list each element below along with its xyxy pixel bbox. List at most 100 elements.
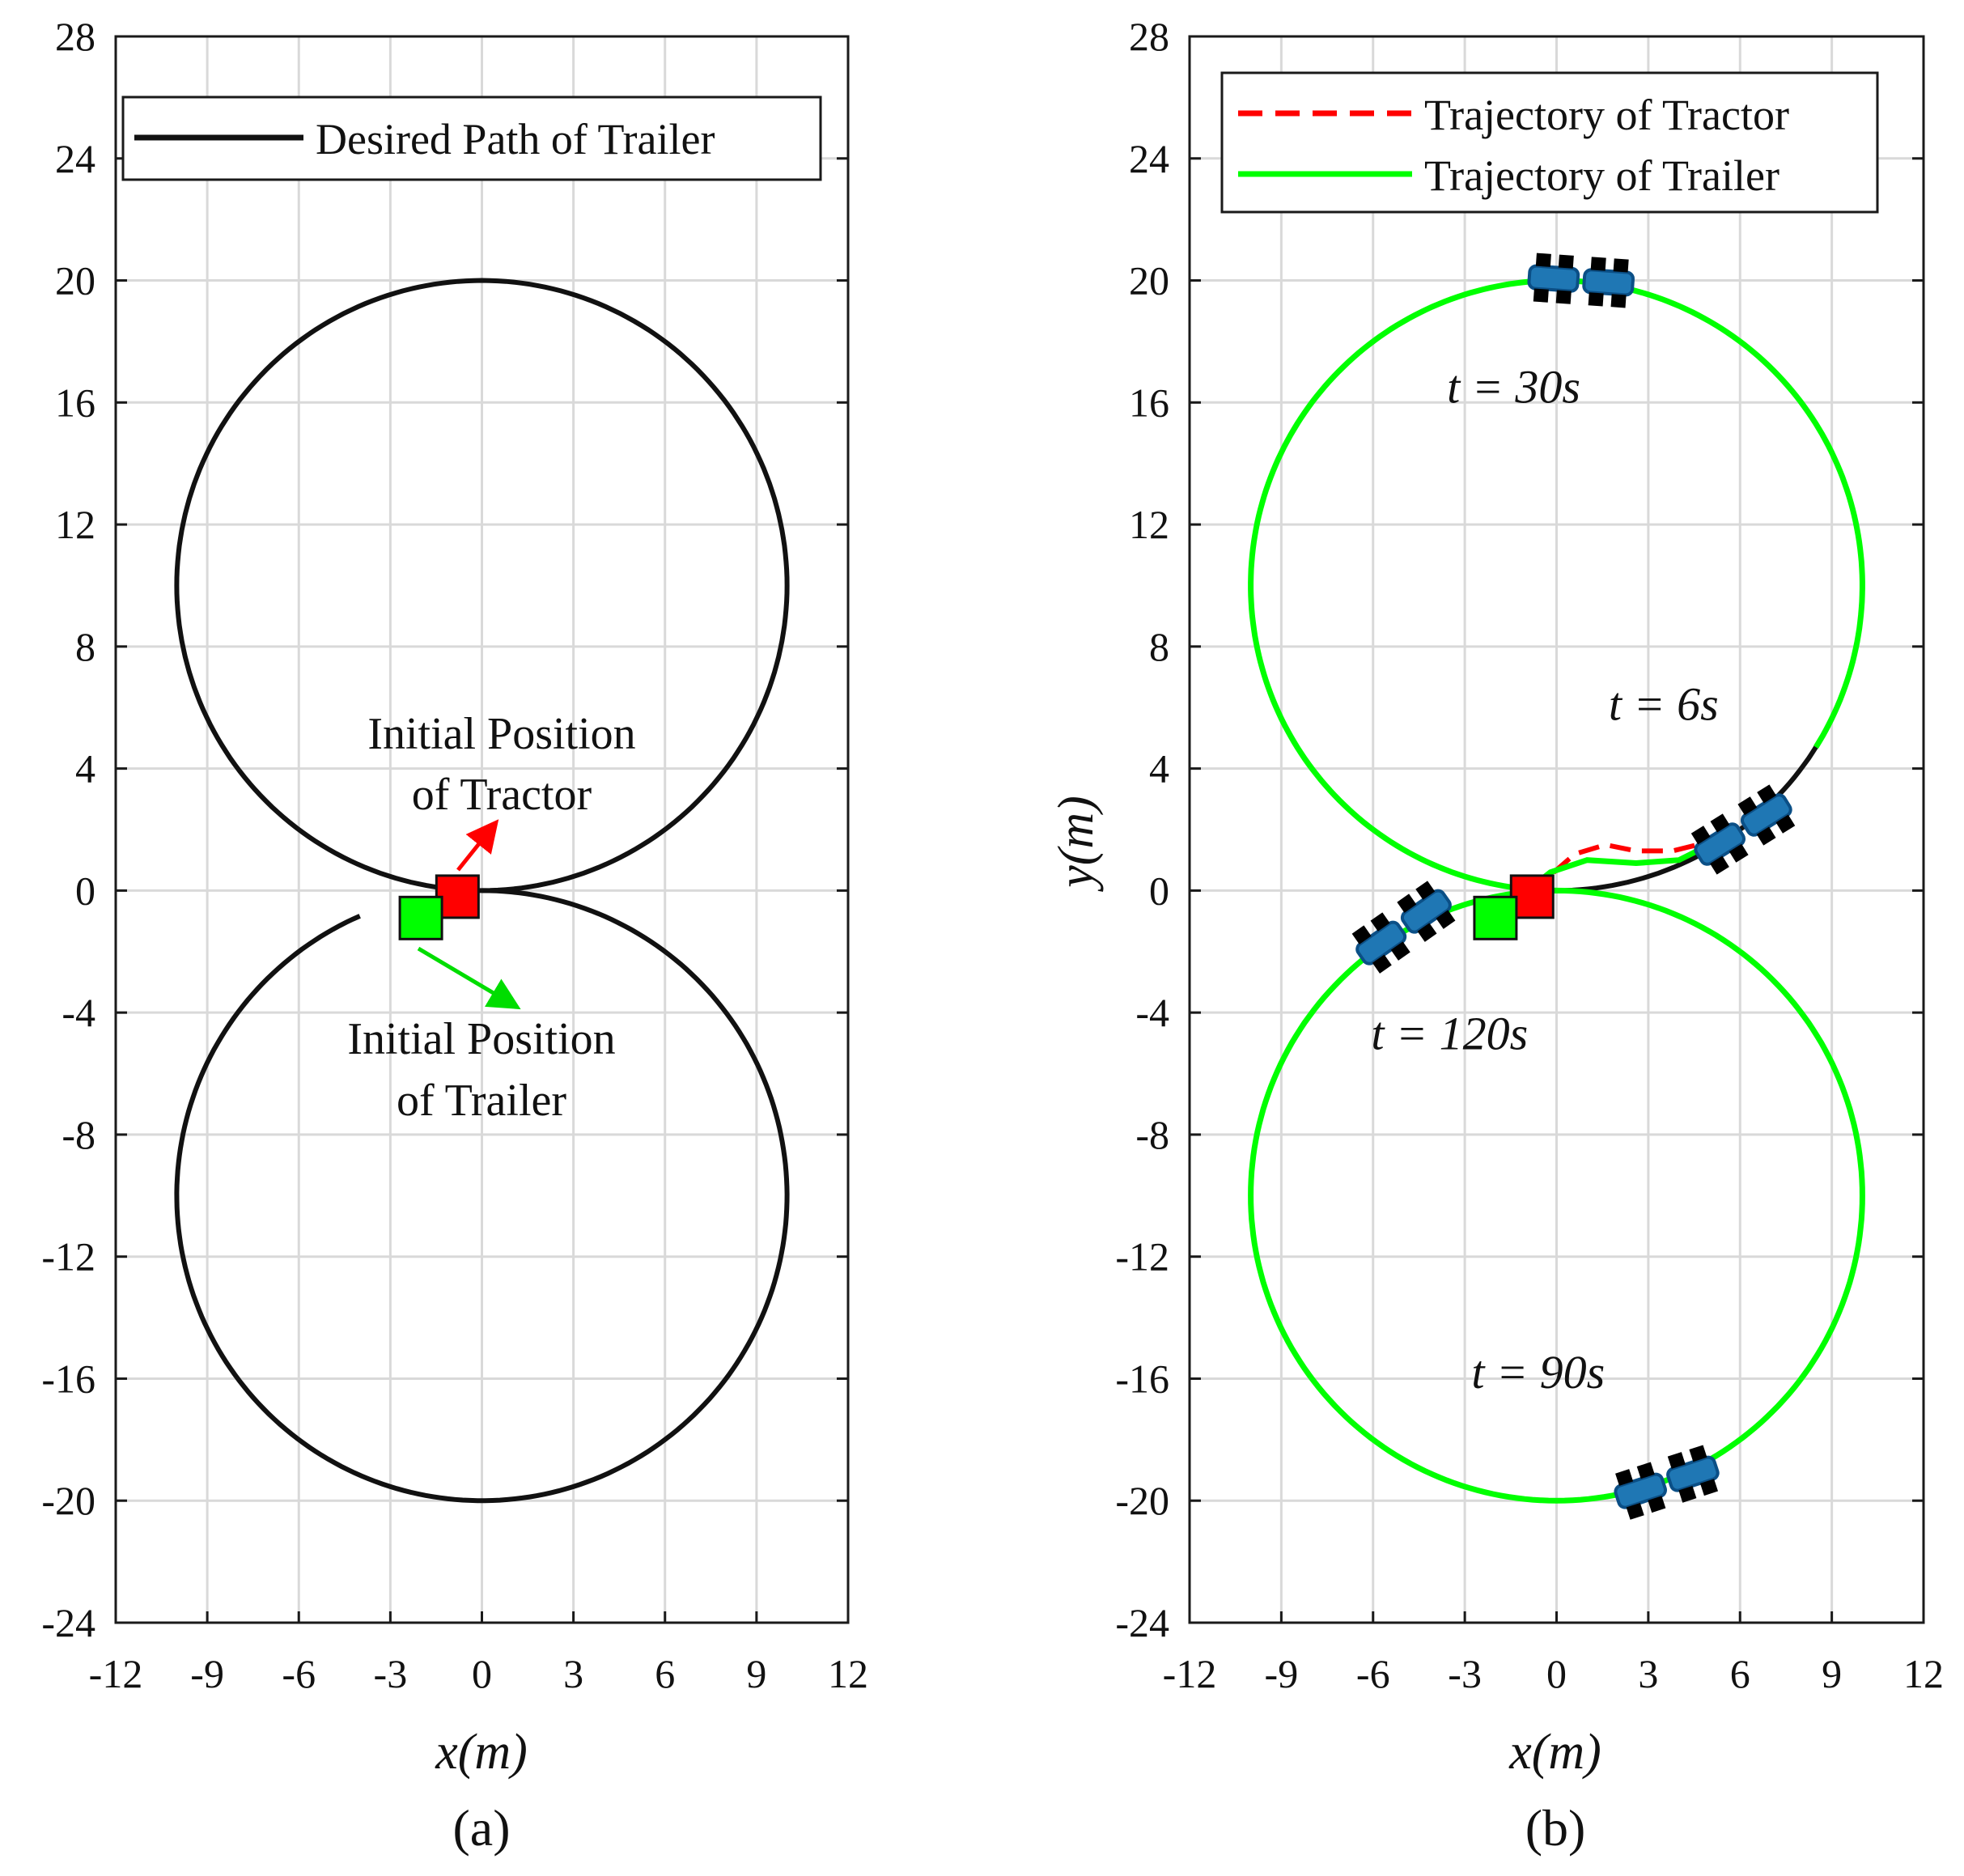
ytick-label-b-5: -4 bbox=[1135, 990, 1169, 1035]
vehicle-wheel-3-0-0 bbox=[1615, 1469, 1634, 1486]
panel-label-a: (a) bbox=[452, 1799, 510, 1857]
series-a bbox=[174, 278, 790, 1504]
vehicle-body-3-0 bbox=[1614, 1472, 1667, 1509]
vehicle-wheel-1-1-3 bbox=[1775, 814, 1796, 834]
legend-a: Desired Path of Trailer bbox=[121, 95, 822, 181]
xtick-label-a-7: 9 bbox=[746, 1651, 766, 1696]
plot-frame-b bbox=[1188, 35, 1925, 1624]
ytick-label-b-0: -24 bbox=[1115, 1600, 1169, 1645]
vehicle-body-0-0 bbox=[1527, 264, 1580, 293]
ytick-label-a-13: 28 bbox=[55, 14, 95, 59]
ytick-label-b-12: 24 bbox=[1129, 136, 1169, 181]
ytick-label-b-10: 16 bbox=[1129, 380, 1169, 425]
time-label-1: t = 6s bbox=[1609, 677, 1719, 730]
ytick-label-a-5: -4 bbox=[62, 990, 95, 1035]
legend-a-label-desired-path: Desired Path of Trailer bbox=[316, 115, 715, 163]
vehicle-wheel-1-1-0 bbox=[1737, 796, 1758, 816]
vehicle-wheel-2-1-2 bbox=[1415, 881, 1436, 900]
trailer-annot-line2-a: of Trailer bbox=[397, 1076, 566, 1126]
xtick-label-a-1: -9 bbox=[190, 1651, 224, 1696]
vehicle-wheel-1-1-2 bbox=[1757, 784, 1776, 804]
trailer-trajectory-upper bbox=[1248, 277, 1865, 893]
ytick-label-a-8: 8 bbox=[75, 624, 95, 669]
desired-path-upper-circle bbox=[174, 278, 790, 893]
vehicle-wheel-2-0-1 bbox=[1372, 954, 1392, 974]
vehicle-body-2-0 bbox=[1355, 920, 1407, 966]
xtick-label-a-6: 6 bbox=[655, 1651, 675, 1696]
vehicle-wheel-0-0-3 bbox=[1555, 290, 1572, 304]
plot-frame-a bbox=[114, 35, 850, 1624]
vehicle-wheel-0-0-1 bbox=[1533, 288, 1549, 303]
vehicle-body-0-1 bbox=[1582, 268, 1635, 297]
vehicle-wheel-2-0-2 bbox=[1370, 912, 1390, 932]
xtick-label-b-8: 12 bbox=[1903, 1651, 1944, 1696]
vehicle-1 bbox=[1690, 784, 1796, 875]
vehicle-wheel-2-0-0 bbox=[1351, 925, 1372, 944]
ytick-label-b-6: 0 bbox=[1149, 868, 1169, 913]
vehicle-wheel-0-1-0 bbox=[1590, 257, 1606, 271]
ytick-label-a-0: -24 bbox=[41, 1600, 95, 1645]
tractor-arrow-a bbox=[456, 819, 499, 872]
vehicle-wheel-2-1-1 bbox=[1417, 923, 1437, 942]
vehicle-body-2-1 bbox=[1400, 889, 1452, 934]
vehicle-wheel-1-0-0 bbox=[1690, 826, 1711, 845]
vehicle-3 bbox=[1614, 1445, 1720, 1520]
marker-trailer-b bbox=[1473, 895, 1518, 940]
vehicle-wheel-3-1-1 bbox=[1678, 1485, 1697, 1503]
legend-b-label-trailer: Trajectory of Trailer bbox=[1424, 151, 1779, 200]
vehicle-wheel-3-0-3 bbox=[1648, 1496, 1666, 1513]
vehicle-wheel-0-0-2 bbox=[1558, 254, 1574, 269]
vehicle-wheel-0-1-2 bbox=[1613, 258, 1629, 273]
vehicle-wheel-0-0-0 bbox=[1535, 253, 1551, 267]
ytick-label-b-8: 8 bbox=[1149, 624, 1169, 669]
vehicle-wheel-2-0-3 bbox=[1390, 941, 1410, 961]
vehicle-wheel-0-1-3 bbox=[1610, 294, 1627, 308]
ytick-label-a-10: 16 bbox=[55, 380, 95, 425]
tractor-annot-line1-a: Initial Position bbox=[367, 709, 635, 759]
desired-path-lower-circle bbox=[174, 888, 790, 1504]
vehicle-body-3-1 bbox=[1666, 1455, 1720, 1492]
xtick-label-b-5: 3 bbox=[1638, 1651, 1658, 1696]
ytick-label-a-12: 24 bbox=[55, 136, 95, 181]
annotations-a: Initial Position of Tractor Initial Posi… bbox=[347, 709, 635, 1126]
vehicle-wheel-3-1-2 bbox=[1689, 1445, 1707, 1462]
vehicle-wheel-1-1-1 bbox=[1756, 826, 1776, 846]
ytick-label-a-9: 12 bbox=[55, 502, 95, 547]
vehicle-wheel-1-0-2 bbox=[1710, 813, 1730, 833]
xtick-label-b-1: -9 bbox=[1265, 1651, 1299, 1696]
xtick-label-a-0: -12 bbox=[89, 1651, 143, 1696]
vehicles-b bbox=[1351, 253, 1796, 1520]
x-axis-label-a: x(m) bbox=[435, 1725, 528, 1780]
vehicle-body-1-0 bbox=[1694, 822, 1746, 866]
xtick-label-b-6: 6 bbox=[1730, 1651, 1750, 1696]
ytick-label-a-3: -12 bbox=[41, 1234, 95, 1280]
xtick-label-b-2: -6 bbox=[1356, 1651, 1390, 1696]
ytick-label-b-1: -20 bbox=[1115, 1478, 1169, 1523]
vehicle-body-1-1 bbox=[1741, 793, 1792, 837]
trailer-arrow-a bbox=[417, 946, 521, 1010]
marker-trailer-a bbox=[398, 895, 443, 940]
vehicle-wheel-1-0-1 bbox=[1710, 855, 1729, 875]
ticks-b: -12 -9 -6 -3 0 3 6 9 12 -24 -20 -16 -12 -8 -4 0 4 8 12 16 20… bbox=[1115, 14, 1944, 1696]
xtick-label-a-5: 3 bbox=[563, 1651, 583, 1696]
tractor-annot-line2-a: of Tractor bbox=[412, 770, 592, 820]
panel-a: -12 -9 -6 -3 0 3 6 9 12 -24 -20 -16 -12 -8 -4 0 4 8 12 16 20… bbox=[41, 14, 868, 1857]
vehicle-wheel-0-1-1 bbox=[1588, 292, 1604, 307]
vehicle-wheel-1-0-3 bbox=[1729, 843, 1749, 863]
ytick-label-b-9: 12 bbox=[1129, 502, 1169, 547]
xtick-label-a-4: 0 bbox=[472, 1651, 492, 1696]
grid-a bbox=[114, 35, 850, 1624]
ytick-label-b-13: 28 bbox=[1129, 14, 1169, 59]
vehicle-2 bbox=[1351, 881, 1456, 974]
ytick-label-b-3: -12 bbox=[1115, 1234, 1169, 1280]
ytick-label-b-2: -16 bbox=[1115, 1356, 1169, 1401]
legend-b-box bbox=[1220, 71, 1879, 214]
ytick-label-a-2: -16 bbox=[41, 1356, 95, 1401]
time-labels-b: t = 30s t = 6s t = 120s t = 90s bbox=[1371, 360, 1718, 1398]
xtick-label-b-3: -3 bbox=[1448, 1651, 1482, 1696]
ytick-label-a-11: 20 bbox=[55, 258, 95, 303]
trailer-annot-line1-a: Initial Position bbox=[347, 1014, 615, 1064]
panel-label-b: (b) bbox=[1525, 1799, 1586, 1857]
vehicle-wheel-2-1-0 bbox=[1397, 893, 1417, 913]
